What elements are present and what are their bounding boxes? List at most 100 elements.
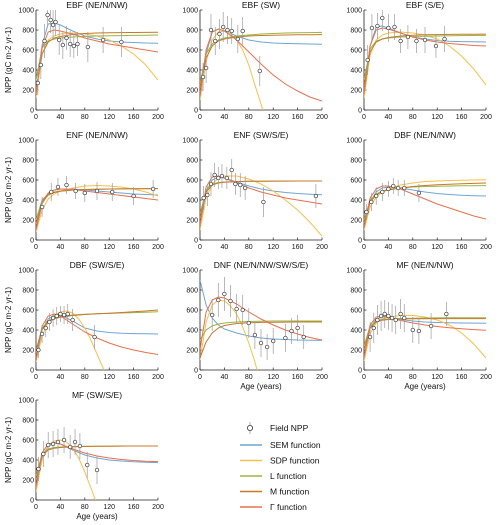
y-tick-label: 1000: [18, 8, 34, 15]
y-tick-label: 800: [350, 288, 362, 295]
data-point: [110, 189, 115, 195]
data-point: [119, 39, 124, 45]
data-point: [39, 331, 45, 337]
data-point: [42, 38, 47, 44]
y-tick-label: 600: [22, 438, 34, 445]
data-point: [246, 320, 251, 326]
x-tick-label: 160: [128, 504, 140, 511]
data-point: [234, 306, 239, 312]
field-npp-points: [201, 159, 319, 217]
y-axis-label: NPP (gC m-2 yr-1): [4, 157, 13, 223]
y-tick-label: 0: [194, 368, 198, 375]
series-line: [200, 28, 322, 96]
x-tick-label: 160: [456, 114, 468, 121]
data-point: [36, 347, 41, 353]
field-npp-points: [36, 304, 97, 358]
data-point: [35, 80, 40, 86]
data-point: [402, 185, 407, 191]
data-point: [365, 57, 370, 63]
data-point: [85, 462, 90, 468]
data-point: [369, 199, 374, 205]
data-point: [49, 189, 54, 195]
y-tick-label: 600: [22, 178, 34, 185]
panel-title: ENF (SW/S/E): [234, 130, 289, 140]
y-tick-label: 0: [194, 238, 198, 245]
data-point: [264, 344, 270, 350]
data-point: [380, 15, 385, 21]
data-point: [371, 325, 376, 331]
legend-label: Γ function: [270, 502, 307, 512]
y-tick-label: 0: [358, 108, 362, 115]
data-point: [201, 195, 206, 201]
y-tick-label: 200: [22, 348, 34, 355]
x-tick-label: 80: [81, 244, 89, 251]
x-tick-label: 200: [152, 504, 164, 511]
x-tick-label: 160: [292, 114, 304, 121]
data-point: [36, 466, 41, 472]
y-tick-label: 200: [22, 478, 34, 485]
data-point: [61, 437, 67, 443]
y-tick-label: 600: [186, 178, 198, 185]
data-point: [444, 311, 449, 317]
data-point: [238, 182, 243, 188]
data-point: [53, 19, 58, 25]
y-tick-label: 0: [358, 368, 362, 375]
data-point: [416, 328, 422, 334]
x-tick-label: 80: [409, 374, 417, 381]
x-tick-label: 160: [128, 244, 140, 251]
data-point: [396, 185, 401, 191]
data-point: [68, 41, 73, 47]
x-tick-label: 0: [362, 244, 366, 251]
y-tick-label: 800: [22, 418, 34, 425]
data-point: [50, 315, 56, 321]
x-tick-label: 160: [456, 244, 468, 251]
data-point: [65, 311, 70, 317]
data-point: [55, 439, 61, 445]
x-tick-label: 0: [34, 244, 38, 251]
data-point: [64, 182, 69, 188]
y-tick-label: 0: [30, 108, 34, 115]
data-point: [150, 186, 156, 192]
curves: [36, 309, 158, 370]
y-tick-label: 1000: [182, 268, 198, 275]
data-point: [393, 317, 398, 323]
x-tick-label: 0: [362, 374, 366, 381]
legend-label: SDP function: [270, 456, 320, 466]
y-tick-label: 800: [350, 158, 362, 165]
y-tick-label: 400: [186, 68, 198, 75]
x-tick-label: 120: [431, 114, 443, 121]
panels: EBF (NE/N/NW)0 40 80 120 160 2000200400600800…: [4, 0, 492, 521]
x-tick-label: 40: [57, 504, 65, 511]
data-point: [398, 38, 403, 44]
chart-panel-3: ENF (NE/N/NW) 0 40 80 120 160 200 0 200 400 600 800…: [4, 130, 164, 251]
field-npp-points: [36, 427, 100, 484]
series-line: [200, 30, 264, 110]
x-tick-label: 40: [57, 374, 65, 381]
panel-title: DBF (NE/N/NW): [394, 130, 456, 140]
data-point: [47, 319, 52, 325]
x-tick-label: 80: [81, 114, 89, 121]
data-point: [100, 37, 106, 43]
x-tick-label: 0: [34, 374, 38, 381]
chart-panel-7: DNF (NE/N/NW/SW/S/E) 0 40 80 120 160 200 0 200 40…: [182, 260, 328, 391]
panel-title: EBF (S/E): [406, 0, 444, 10]
data-point: [442, 36, 447, 42]
y-tick-label: 0: [30, 368, 34, 375]
data-point: [313, 193, 319, 199]
data-point: [208, 27, 214, 33]
y-tick-label: 400: [22, 328, 34, 335]
series-line: [364, 316, 486, 359]
field-npp-points: [35, 10, 124, 95]
data-point: [38, 62, 44, 68]
series-line: [364, 33, 486, 87]
panel-title: DNF (NE/N/NW/SW/S/E): [214, 260, 309, 270]
data-point: [364, 209, 369, 215]
series-line: [36, 313, 158, 361]
data-point: [213, 38, 218, 44]
y-tick-label: 600: [350, 178, 362, 185]
data-point: [242, 185, 248, 191]
data-point: [382, 311, 387, 317]
field-npp-points: [364, 178, 422, 220]
x-tick-label: 160: [128, 374, 140, 381]
